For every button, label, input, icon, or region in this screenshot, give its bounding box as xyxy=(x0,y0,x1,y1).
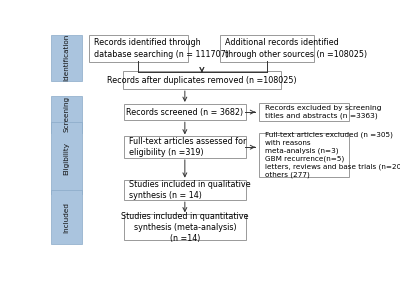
Text: Identification: Identification xyxy=(63,34,69,81)
Text: Records screened (n = 3682): Records screened (n = 3682) xyxy=(126,108,244,117)
FancyBboxPatch shape xyxy=(124,104,246,120)
Text: Eligibility: Eligibility xyxy=(63,142,69,175)
FancyBboxPatch shape xyxy=(124,180,246,200)
Text: Records excluded by screening
titles and abstracts (n =3363): Records excluded by screening titles and… xyxy=(264,105,381,119)
Text: Records after duplicates removed (n =108025): Records after duplicates removed (n =108… xyxy=(107,76,297,85)
Text: Additional records identified
through other sources (n =108025): Additional records identified through ot… xyxy=(225,38,367,58)
FancyBboxPatch shape xyxy=(259,133,349,177)
FancyBboxPatch shape xyxy=(51,35,82,81)
Text: Included: Included xyxy=(63,202,69,233)
Text: Full-text articles assessed for
eligibility (n =319): Full-text articles assessed for eligibil… xyxy=(129,137,246,157)
Text: Screening: Screening xyxy=(63,96,69,132)
FancyBboxPatch shape xyxy=(51,96,82,133)
FancyBboxPatch shape xyxy=(124,214,246,241)
FancyBboxPatch shape xyxy=(259,103,349,121)
Text: Studies included in qualitative
synthesis (n = 14): Studies included in qualitative synthesi… xyxy=(129,180,250,200)
FancyBboxPatch shape xyxy=(123,71,281,89)
FancyBboxPatch shape xyxy=(220,35,314,62)
Text: Full-text articles excluded (n =305)
with reasons
meta-analysis (n=3)
GBM recurr: Full-text articles excluded (n =305) wit… xyxy=(264,132,400,178)
FancyBboxPatch shape xyxy=(124,136,246,158)
Text: Records identified through
database searching (n = 111707): Records identified through database sear… xyxy=(94,38,229,58)
Text: Studies included in quantitative
synthesis (meta-analysis)
(n =14): Studies included in quantitative synthes… xyxy=(121,212,249,243)
FancyBboxPatch shape xyxy=(51,190,82,245)
FancyBboxPatch shape xyxy=(51,123,82,194)
FancyBboxPatch shape xyxy=(89,35,188,62)
